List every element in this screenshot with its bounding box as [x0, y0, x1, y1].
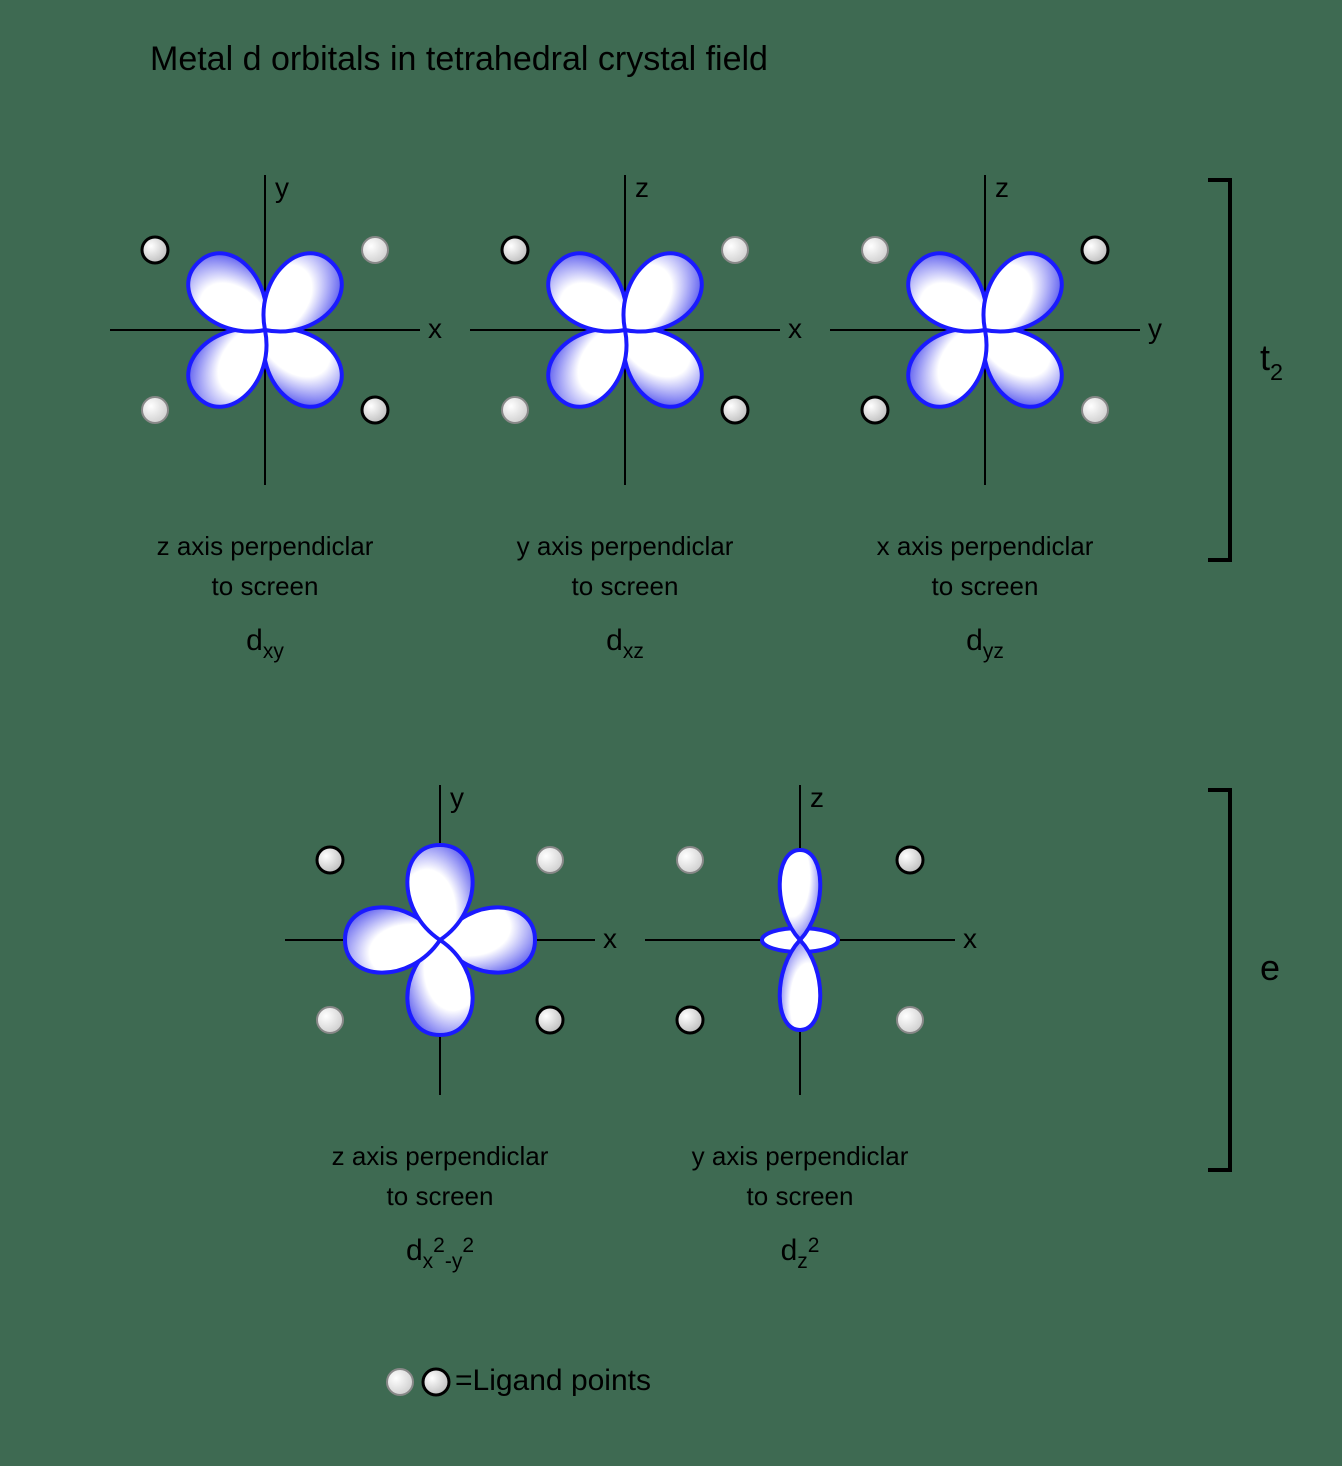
ligand-back-icon: [1082, 397, 1108, 423]
axis-label-y: z: [635, 172, 649, 203]
ligand-front-icon: [502, 237, 528, 263]
axis-label-y: z: [995, 172, 1009, 203]
caption-line1: y axis perpendiclar: [517, 531, 734, 561]
ligand-back-icon: [387, 1369, 413, 1395]
ligand-front-icon: [362, 397, 388, 423]
caption-line2: to screen: [932, 571, 1039, 601]
axis-label-x: x: [428, 313, 442, 344]
ligand-back-icon: [362, 237, 388, 263]
ligand-back-icon: [142, 397, 168, 423]
axis-label-y: z: [810, 782, 824, 813]
caption-line2: to screen: [747, 1181, 854, 1211]
ligand-front-icon: [677, 1007, 703, 1033]
caption-line2: to screen: [572, 571, 679, 601]
page-title: Metal d orbitals in tetrahedral crystal …: [150, 40, 768, 78]
axis-label-y: y: [450, 782, 464, 813]
axis-label-x: x: [603, 923, 617, 954]
ligand-back-icon: [537, 847, 563, 873]
ligand-back-icon: [897, 1007, 923, 1033]
ligand-front-icon: [862, 397, 888, 423]
ligand-front-icon: [722, 397, 748, 423]
ligand-front-icon: [317, 847, 343, 873]
caption-line1: z axis perpendiclar: [332, 1141, 549, 1171]
ligand-front-icon: [142, 237, 168, 263]
ligand-back-icon: [317, 1007, 343, 1033]
ligand-front-icon: [423, 1369, 449, 1395]
ligand-front-icon: [1082, 237, 1108, 263]
ligand-back-icon: [722, 237, 748, 263]
caption-line1: z axis perpendiclar: [157, 531, 374, 561]
axis-label-x: x: [963, 923, 977, 954]
background: [0, 0, 1342, 1466]
axis-label-x: y: [1148, 313, 1162, 344]
caption-line1: x axis perpendiclar: [877, 531, 1094, 561]
group-label-e: e: [1260, 947, 1280, 988]
axis-label-x: x: [788, 313, 802, 344]
caption-line2: to screen: [212, 571, 319, 601]
ligand-back-icon: [502, 397, 528, 423]
ligand-back-icon: [677, 847, 703, 873]
ligand-front-icon: [897, 847, 923, 873]
caption-line1: y axis perpendiclar: [692, 1141, 909, 1171]
ligand-front-icon: [537, 1007, 563, 1033]
ligand-back-icon: [862, 237, 888, 263]
axis-label-y: y: [275, 172, 289, 203]
legend-text: =Ligand points: [455, 1364, 651, 1397]
caption-line2: to screen: [387, 1181, 494, 1211]
